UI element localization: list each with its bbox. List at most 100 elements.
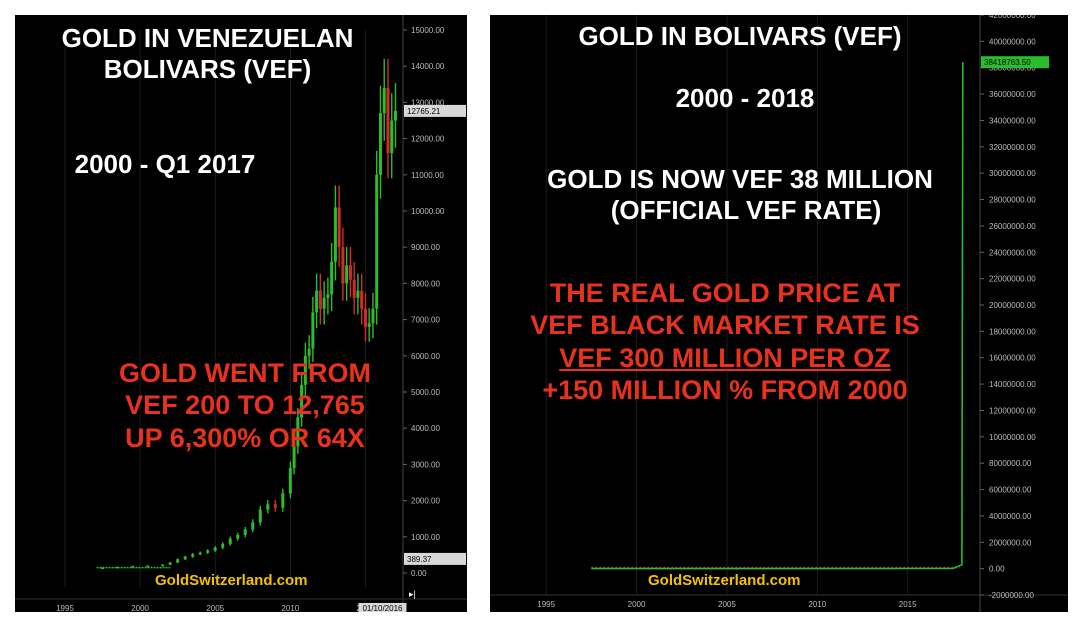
y-tick-label: 8000000.00 <box>989 459 1032 468</box>
candle-body <box>390 120 394 154</box>
candle-body <box>352 279 356 298</box>
candle-body <box>360 290 364 309</box>
y-tick-label: 0.00 <box>989 565 1005 574</box>
candle-body <box>300 384 304 418</box>
x-tick-label: 2010 <box>281 604 299 612</box>
annotation-line: VEF 200 TO 12,765 <box>125 390 365 421</box>
y-tick-label: 12000000.00 <box>989 406 1036 415</box>
y-tick-label: 16000000.00 <box>989 354 1036 363</box>
candle-body <box>307 348 311 356</box>
y-tick-label: 2000000.00 <box>989 538 1032 547</box>
price-tag-bottom-label: 389.37 <box>407 555 432 564</box>
candle-body <box>161 564 165 567</box>
candle-body <box>386 87 390 154</box>
candle-body <box>296 417 300 447</box>
y-tick-label: 3000.00 <box>411 460 440 469</box>
line-chart-right: 42000000.00 40000000.00 38000000.00 3600000… <box>490 15 1068 612</box>
candle-body <box>333 207 337 262</box>
y-tick-label: 36000000.00 <box>989 90 1036 99</box>
candle-body <box>146 565 150 568</box>
candle-body <box>281 493 285 508</box>
x-tick-label: 1995 <box>56 604 74 612</box>
price-line <box>591 62 964 570</box>
candle-body <box>176 559 180 563</box>
candle-body <box>367 323 371 327</box>
candle-body <box>311 312 315 349</box>
candle-body <box>221 544 225 548</box>
annotation-line: +150 MILLION % FROM 2000 <box>542 375 908 406</box>
y-tick-label: 10000.00 <box>411 207 445 216</box>
candle-body <box>236 534 240 539</box>
price-tag-top <box>404 104 466 117</box>
annotation-line: VEF BLACK MARKET RATE IS <box>530 310 920 341</box>
date-tag <box>358 603 407 612</box>
candle-body <box>101 567 105 570</box>
candle-body <box>116 566 120 569</box>
y-tick-label: 9000.00 <box>411 243 440 252</box>
candle-body <box>371 308 375 324</box>
chart-period-right: 2000 - 2018 <box>675 83 815 113</box>
y-tick-label: 6000.00 <box>411 352 440 361</box>
candle-body <box>206 550 210 553</box>
candle-body <box>393 110 397 121</box>
y-tick-label: 30000000.00 <box>989 169 1036 178</box>
x-tick-label: 1995 <box>537 600 555 609</box>
candle-body <box>288 468 292 494</box>
y-tick-label: 42000000.00 <box>989 15 1036 20</box>
y-tick-label: 5000.00 <box>411 388 440 397</box>
y-tick-label: 8000.00 <box>411 279 440 288</box>
candle-body <box>345 265 349 284</box>
candlestick-chart-left: 15000.00 14000.00 13000.00 12000.00 11000.00… <box>15 15 467 612</box>
annotation-line: GOLD WENT FROM <box>119 358 371 388</box>
annotation-line: VEF 300 MILLION PER OZ <box>559 342 891 373</box>
y-tick-label: 24000000.00 <box>989 248 1036 257</box>
headline-right: GOLD IS NOW VEF 38 MILLION (OFFICIAL VEF… <box>490 164 990 226</box>
y-tick-label: 15000.00 <box>411 26 445 35</box>
y-tick-label: 14000.00 <box>411 62 445 71</box>
candle-body <box>363 308 367 327</box>
candle-body <box>131 566 135 568</box>
y-tick-label: 7000.00 <box>411 316 440 325</box>
chart-title-right: GOLD IN BOLIVARS (VEF) <box>578 21 902 51</box>
chart-period-left: 2000 - Q1 2017 <box>74 149 256 179</box>
annotation-line: THE REAL GOLD PRICE AT <box>549 278 901 308</box>
y-tick-label: 34000000.00 <box>989 116 1036 125</box>
y-tick-label: 12000.00 <box>411 135 445 144</box>
scroll-end-icon: ▸| <box>409 589 416 599</box>
candle-body <box>228 538 232 545</box>
chart-title-left: GOLD IN VENEZUELAN BOLIVARS (VEF) <box>61 23 354 85</box>
y-tick-label: 13000.00 <box>411 98 445 107</box>
candle-body <box>322 297 326 309</box>
x-tick-label: 2015 <box>899 600 917 609</box>
candle-body <box>168 562 172 565</box>
candle-body <box>348 265 352 280</box>
candle-body <box>356 290 360 298</box>
candle-body <box>243 529 247 535</box>
candle-body <box>273 504 277 508</box>
candle-body <box>191 554 195 557</box>
candle-body <box>213 547 217 551</box>
x-tick-label: 2005 <box>718 600 736 609</box>
x-tick-label: 2005 <box>206 604 224 612</box>
x-tick-label: 2000 <box>131 604 149 612</box>
x-tick-label: 2010 <box>808 600 826 609</box>
date-tag-label: 01/10/2016 <box>362 604 403 612</box>
candle-body <box>303 355 307 385</box>
annotation-line: UP 6,300% OR 64X <box>125 422 365 453</box>
candle-body <box>292 446 296 469</box>
candle-body <box>198 552 202 555</box>
y-tick-label: 40000000.00 <box>989 37 1036 46</box>
y-tick-label: 26000000.00 <box>989 222 1036 231</box>
candle-body <box>251 522 255 530</box>
y-tick-label: 1000.00 <box>411 533 440 542</box>
y-tick-label: -2000000.00 <box>989 591 1034 600</box>
watermark-left: GoldSwitzerland.com <box>155 572 308 589</box>
candle-body <box>183 556 187 560</box>
y-tick-label: 0.00 <box>411 569 427 578</box>
y-tick-label: 20000000.00 <box>989 301 1036 310</box>
y-tick-label: 2000.00 <box>411 497 440 506</box>
y-tick-label: 18000000.00 <box>989 327 1036 336</box>
x-tick-label: 2000 <box>628 600 646 609</box>
y-tick-label: 4000.00 <box>411 424 440 433</box>
candle-body <box>378 113 382 175</box>
